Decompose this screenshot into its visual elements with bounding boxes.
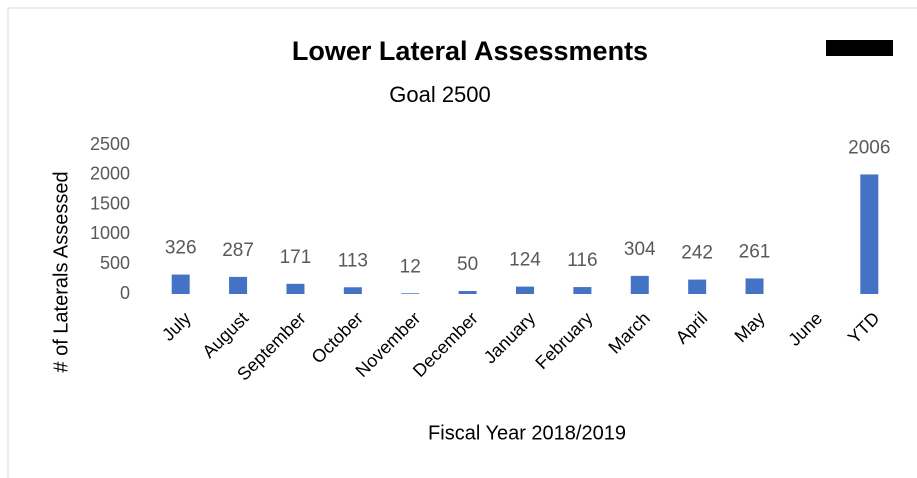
bar	[171, 274, 190, 294]
y-tick-label: 2500	[90, 134, 130, 154]
x-tick-label: YTD	[844, 308, 884, 348]
chart-subtitle: Goal 2500	[389, 82, 491, 107]
data-label: 12	[400, 256, 421, 277]
y-tick-label: 500	[100, 253, 130, 273]
data-label: 287	[222, 240, 254, 261]
x-tick-label: February	[531, 308, 596, 373]
x-tick-label: January	[480, 308, 539, 367]
bar	[401, 293, 420, 294]
x-tick-label: June	[784, 308, 826, 350]
y-tick-label: 1000	[90, 223, 130, 243]
data-label: 304	[624, 239, 656, 260]
data-label: 2006	[848, 137, 890, 158]
data-label: 242	[681, 243, 713, 264]
x-tick-label: May	[731, 308, 769, 346]
bar	[343, 287, 362, 294]
redaction	[826, 40, 893, 56]
x-tick-label: April	[672, 308, 712, 348]
bar	[458, 291, 477, 294]
bar	[688, 279, 707, 294]
chart-title: Lower Lateral Assessments	[292, 36, 648, 66]
data-label: 261	[739, 241, 771, 262]
x-tick-label: October	[308, 308, 367, 367]
data-label: 171	[280, 247, 312, 268]
data-label: 113	[338, 250, 368, 271]
y-tick-label: 0	[120, 283, 130, 303]
x-tick-label: August	[198, 308, 252, 362]
bar	[630, 275, 649, 294]
x-tick-label: March	[604, 308, 654, 358]
data-label: 116	[567, 250, 597, 271]
bar	[516, 286, 534, 294]
data-label: 124	[509, 250, 541, 271]
frame	[7, 7, 917, 478]
bar	[860, 174, 879, 294]
bar	[286, 283, 305, 294]
data-label: 50	[457, 254, 478, 275]
x-tick-label: July	[158, 308, 195, 345]
x-axis-label: Fiscal Year 2018/2019	[428, 422, 626, 444]
y-tick-label: 2000	[90, 164, 130, 184]
bar	[229, 276, 248, 294]
bar	[745, 278, 764, 294]
y-tick-label: 1500	[90, 193, 130, 213]
data-label: 326	[165, 238, 197, 259]
y-axis-label: # of Laterals Assessed	[50, 171, 72, 372]
bar	[573, 287, 592, 294]
